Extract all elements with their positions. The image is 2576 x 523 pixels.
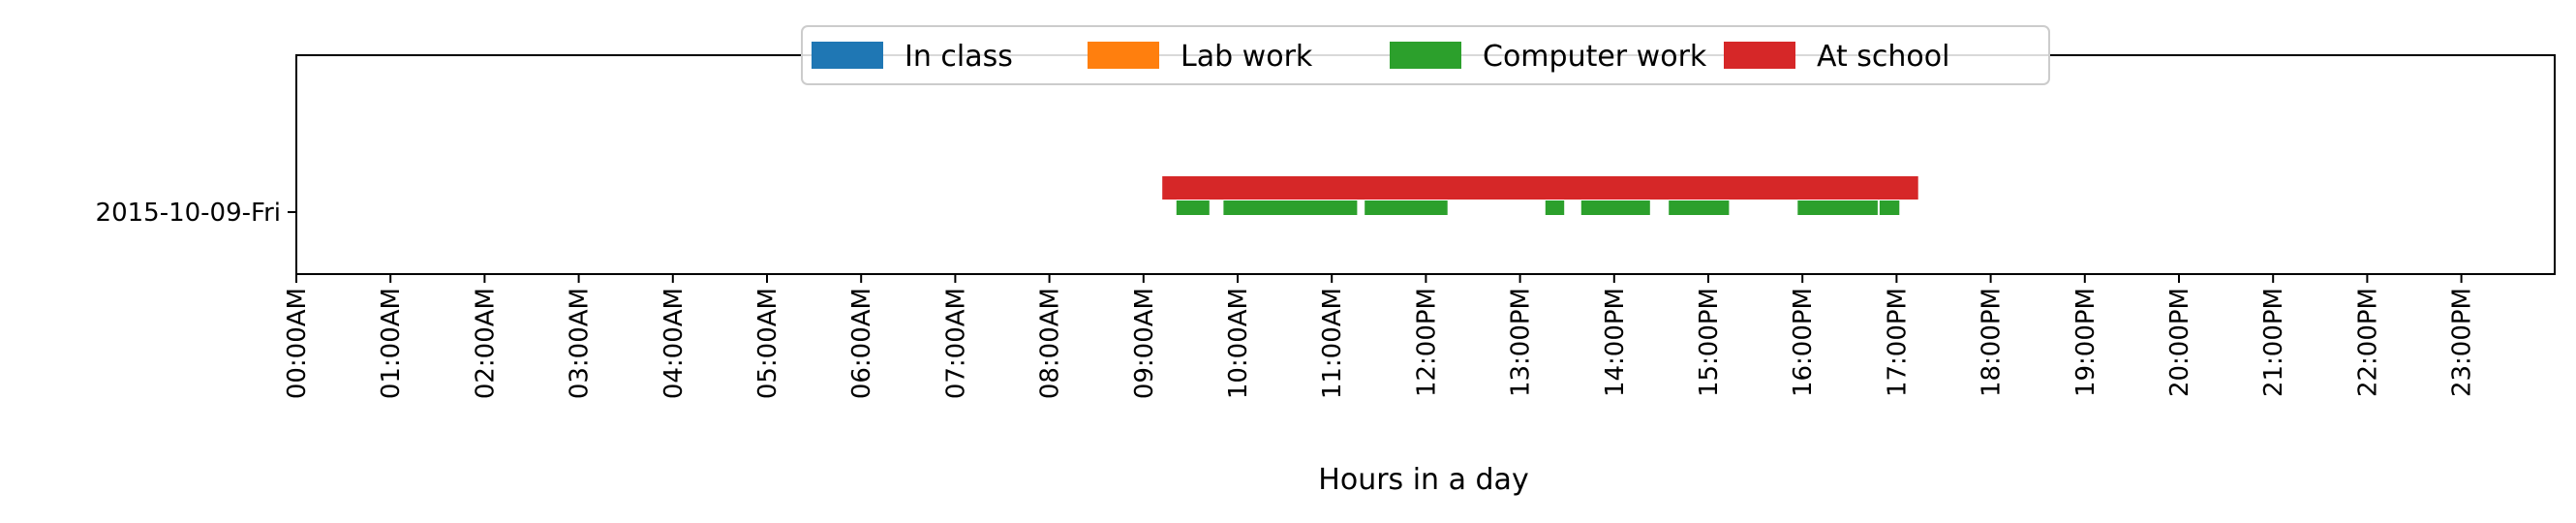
legend-swatch-in-class	[812, 42, 883, 69]
x-tick-label: 19:00PM	[2071, 288, 2101, 397]
x-tick-label: 18:00PM	[1978, 288, 2007, 397]
bar-computer-work-4	[1545, 200, 1565, 215]
bar-computer-work-5	[1580, 200, 1650, 215]
x-tick-label: 05:00AM	[753, 288, 782, 399]
legend-label-computer-work: Computer work	[1483, 40, 1707, 74]
legend-swatch-at-school	[1724, 42, 1795, 69]
bar-computer-work-8	[1879, 200, 1900, 215]
x-tick-label: 09:00AM	[1130, 288, 1159, 399]
legend-swatch-computer-work	[1390, 42, 1461, 69]
legend-label-in-class: In class	[905, 40, 1013, 74]
legend-swatch-lab-work	[1088, 42, 1159, 69]
x-tick-label: 06:00AM	[847, 288, 876, 399]
x-tick-label: 12:00PM	[1412, 288, 1441, 397]
x-tick-label: 13:00PM	[1507, 288, 1536, 397]
x-tick-label: 21:00PM	[2259, 288, 2288, 397]
x-axis-title: Hours in a day	[1318, 463, 1528, 497]
legend-label-at-school: At school	[1817, 40, 1949, 74]
x-tick-label: 03:00AM	[566, 288, 595, 399]
x-tick-label: 04:00AM	[659, 288, 689, 399]
x-tick-label: 08:00AM	[1036, 288, 1065, 399]
x-tick-label: 16:00PM	[1789, 288, 1818, 397]
x-tick-label: 17:00PM	[1883, 288, 1912, 397]
y-axis: 2015-10-09-Fri	[96, 199, 296, 228]
x-tick-label: 10:00AM	[1224, 288, 1253, 399]
bar-computer-work-2	[1223, 200, 1358, 215]
legend-label-lab-work: Lab work	[1181, 40, 1313, 74]
plot-area	[295, 54, 2556, 275]
x-tick-label: 22:00PM	[2353, 288, 2382, 397]
bar-at-school-1	[1162, 176, 1918, 200]
x-tick-label: 23:00PM	[2448, 288, 2477, 397]
bar-computer-work-7	[1797, 200, 1878, 215]
legend: In class Lab work Computer work At school	[801, 25, 2050, 85]
bar-computer-work-1	[1176, 200, 1210, 215]
x-axis: 00:00AM 01:00AM 02:00AM 03:00AM 04:00AM 05:00…	[283, 274, 2477, 399]
x-tick-label: 14:00PM	[1601, 288, 1630, 397]
x-tick-label: 01:00AM	[377, 288, 406, 399]
plot-frame	[295, 54, 2556, 275]
x-tick-label: 00:00AM	[283, 288, 312, 399]
x-tick-label: 02:00AM	[471, 288, 500, 399]
x-tick-label: 20:00PM	[2165, 288, 2194, 397]
y-tick-label: 2015-10-09-Fri	[96, 199, 281, 228]
x-tick-label: 07:00AM	[941, 288, 970, 399]
bar-computer-work-3	[1365, 200, 1448, 215]
bar-computer-work-6	[1669, 200, 1730, 215]
x-tick-label: 11:00AM	[1318, 288, 1347, 399]
x-tick-label: 15:00PM	[1695, 288, 1724, 397]
